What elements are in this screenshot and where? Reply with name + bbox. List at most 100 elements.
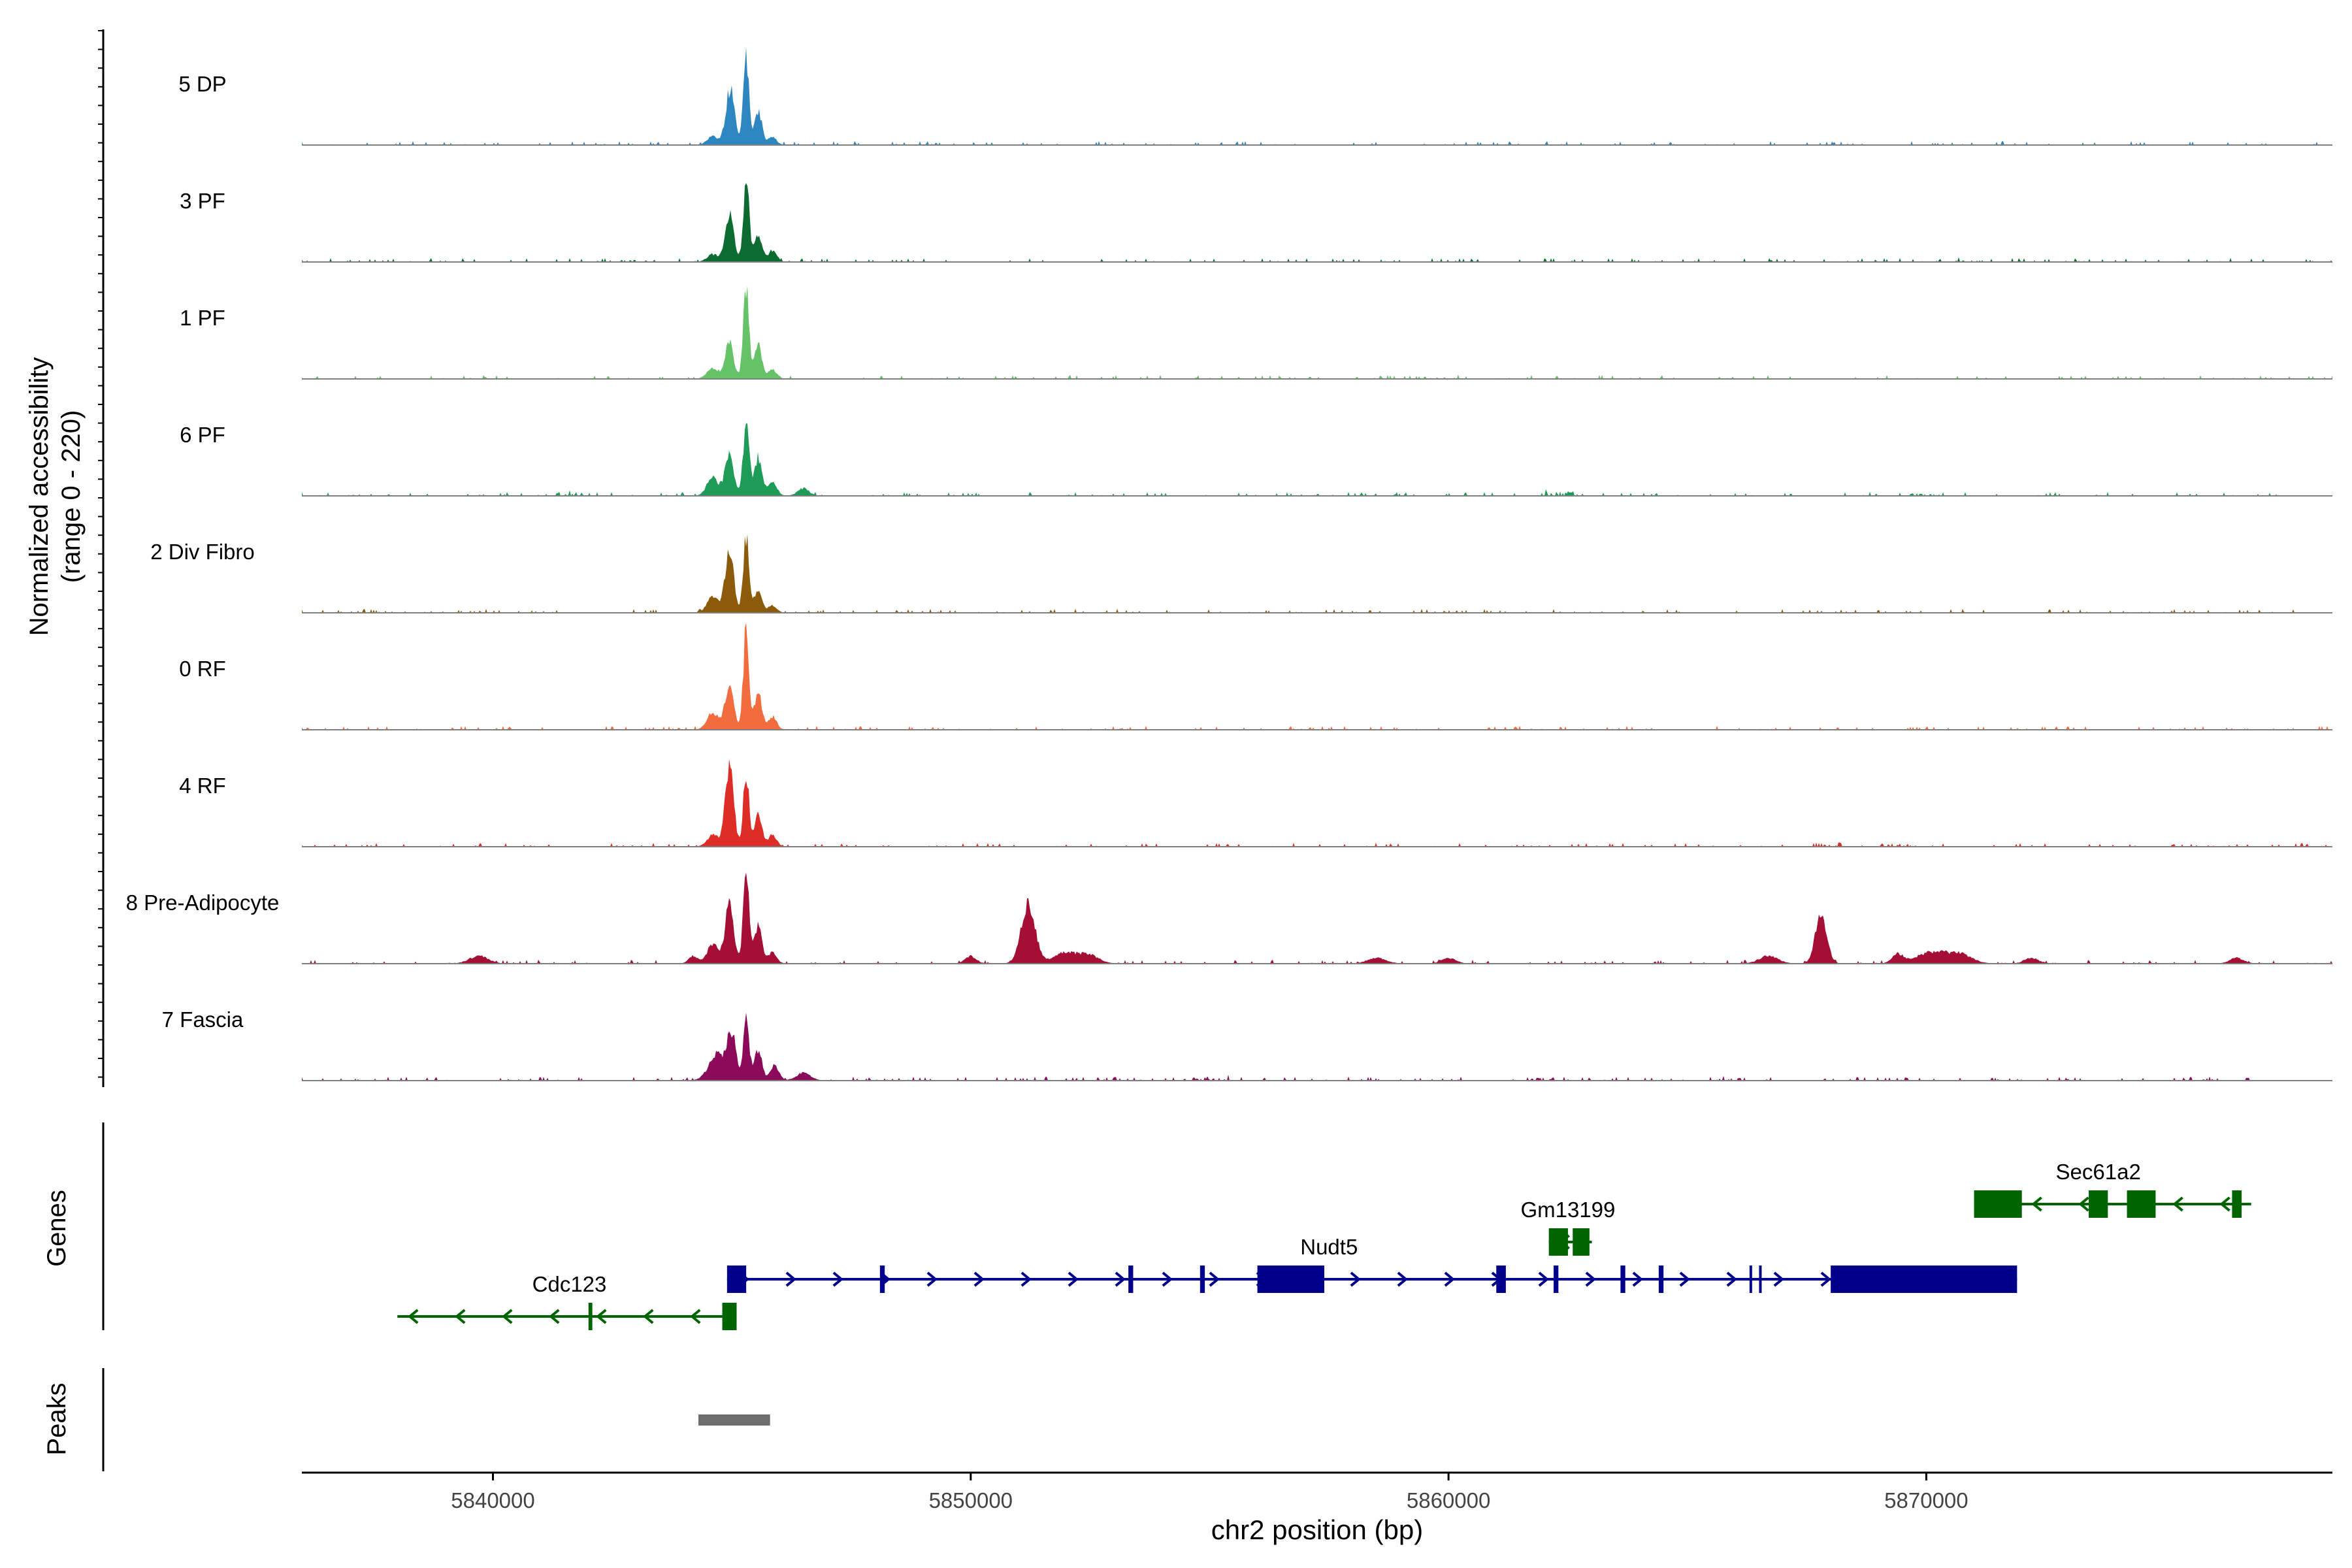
strand-chevron <box>832 1271 843 1287</box>
exon <box>1759 1266 1762 1293</box>
exon <box>1128 1266 1134 1293</box>
strand-chevron <box>2219 1196 2230 1212</box>
x-tick-label: 5850000 <box>929 1488 1013 1512</box>
strand-chevron <box>1773 1271 1784 1287</box>
coverage-track: 8 Pre-Adipocyte <box>126 872 2332 964</box>
peak-region <box>698 1414 770 1426</box>
strand-chevron <box>2031 1196 2042 1212</box>
track-label: 1 PF <box>180 306 225 330</box>
exon <box>1749 1266 1752 1293</box>
x-tick-label: 5870000 <box>1884 1488 1968 1512</box>
track-label: 4 RF <box>179 774 226 798</box>
genes-track-title: Genes <box>42 1190 71 1267</box>
gene-model: Nudt5 <box>727 1235 2017 1293</box>
coverage-area <box>302 423 2332 496</box>
coverage-area <box>302 759 2332 847</box>
coverage-area <box>302 1012 2332 1081</box>
exon <box>1548 1228 1568 1256</box>
strand-chevron <box>1444 1271 1455 1287</box>
exon <box>1573 1228 1590 1256</box>
track-label: 0 RF <box>179 657 226 681</box>
coverage-track: 7 Fascia <box>162 1007 2332 1081</box>
gene-model: Sec61a2 <box>1974 1160 2251 1218</box>
track-label: 6 PF <box>180 423 225 447</box>
strand-chevron <box>596 1309 607 1324</box>
gene-label: Cdc123 <box>532 1272 607 1296</box>
x-axis-title: chr2 position (bp) <box>1211 1514 1424 1545</box>
strand-chevron <box>1538 1271 1549 1287</box>
strand-chevron <box>1162 1271 1173 1287</box>
y-axis-title: Normalized accessibility <box>25 357 54 636</box>
exon <box>1200 1266 1205 1293</box>
exon <box>1620 1266 1625 1293</box>
coverage-track: 1 PF <box>180 286 2332 380</box>
exon <box>1496 1266 1506 1293</box>
strand-chevron <box>408 1309 419 1324</box>
coverage-track: 3 PF <box>180 183 2332 263</box>
exon <box>2089 1190 2108 1218</box>
accessibility-y-axis: Normalized accessibility (range 0 - 220) <box>25 29 105 1087</box>
strand-chevron <box>643 1309 654 1324</box>
strand-chevron <box>502 1309 513 1324</box>
strand-chevron <box>785 1271 796 1287</box>
gene-label: Sec61a2 <box>2056 1160 2141 1184</box>
exon <box>879 1266 885 1293</box>
exon <box>2232 1190 2242 1218</box>
coverage-track: 0 RF <box>179 623 2332 730</box>
track-label: 2 Div Fibro <box>150 540 255 564</box>
exon <box>1831 1266 2017 1293</box>
exon <box>1257 1266 1324 1293</box>
strand-chevron <box>1068 1271 1079 1287</box>
coverage-track: 2 Div Fibro <box>150 534 2332 613</box>
coverage-area <box>302 623 2332 730</box>
gene-model: Gm13199 <box>1520 1198 1615 1256</box>
strand-chevron <box>2172 1196 2183 1212</box>
gene-model: Cdc123 <box>397 1272 737 1330</box>
coverage-track: 5 DP <box>178 47 2332 146</box>
track-label: 8 Pre-Adipocyte <box>126 890 280 915</box>
coverage-tracks: 5 DP 3 PF 1 PF 6 PF 2 Div Fibro 0 RF 4 RF 8 Pre… <box>126 47 2332 1081</box>
gene-label: Gm13199 <box>1520 1198 1615 1222</box>
exon <box>722 1303 737 1330</box>
peaks-track-title: Peaks <box>42 1382 71 1455</box>
exon <box>588 1303 593 1330</box>
strand-chevron <box>1820 1271 1831 1287</box>
x-tick-label: 5860000 <box>1407 1488 1490 1512</box>
exon <box>1553 1266 1559 1293</box>
y-axis-range-label: (range 0 - 220) <box>57 410 86 583</box>
genes-track: Genes Nudt5 Cdc123 Gm13199 Sec61a2 <box>42 1122 2251 1330</box>
strand-chevron <box>1115 1271 1126 1287</box>
strand-chevron <box>1726 1271 1737 1287</box>
x-axis: chr2 position (bp) 5840000 5850000 5860000… <box>302 1471 2332 1545</box>
strand-chevron <box>926 1271 938 1287</box>
coverage-track: 4 RF <box>179 759 2332 847</box>
coverage-area <box>302 286 2332 379</box>
coverage-track: 6 PF <box>180 423 2332 497</box>
strand-chevron <box>973 1271 985 1287</box>
strand-chevron <box>1209 1271 1220 1287</box>
track-label: 7 Fascia <box>162 1007 244 1032</box>
exon <box>1974 1190 2022 1218</box>
strand-chevron <box>1585 1271 1596 1287</box>
coverage-area <box>302 47 2332 145</box>
coverage-area <box>302 872 2332 964</box>
peaks-track: Peaks <box>42 1368 770 1471</box>
track-label: 5 DP <box>178 72 226 96</box>
strand-chevron <box>455 1309 466 1324</box>
strand-chevron <box>1350 1271 1361 1287</box>
strand-chevron <box>549 1309 560 1324</box>
coverage-area <box>302 534 2332 613</box>
gene-label: Nudt5 <box>1300 1235 1358 1259</box>
exon <box>2127 1190 2156 1218</box>
strand-chevron <box>1679 1271 1690 1287</box>
strand-chevron <box>690 1309 701 1324</box>
exon <box>1658 1266 1664 1293</box>
strand-chevron <box>2078 1196 2089 1212</box>
strand-chevron <box>1632 1271 1643 1287</box>
strand-chevron <box>1397 1271 1408 1287</box>
track-label: 3 PF <box>180 189 225 213</box>
coverage-area <box>302 183 2332 262</box>
exon <box>727 1266 747 1293</box>
x-tick-label: 5840000 <box>451 1488 534 1512</box>
